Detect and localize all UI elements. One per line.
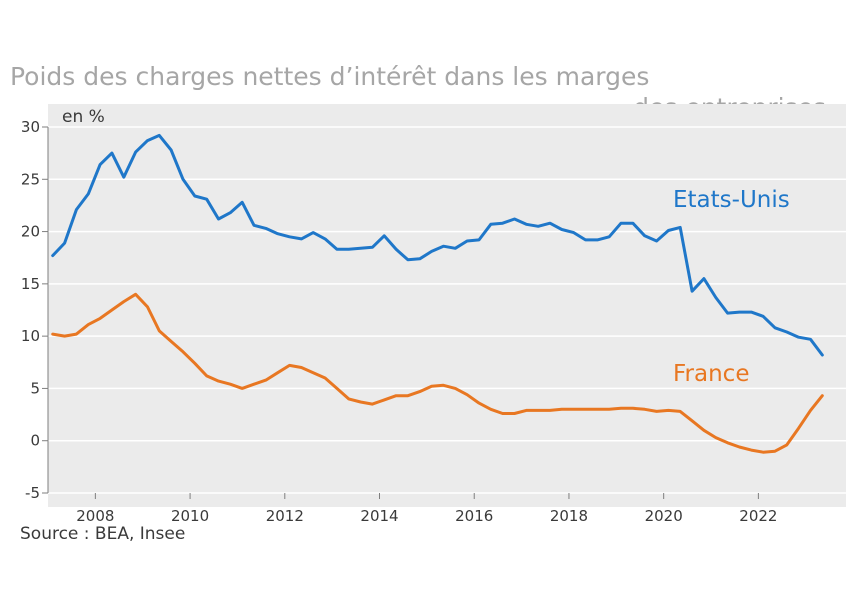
- chart-title-line-1: Poids des charges nettes d’intérêt dans …: [10, 62, 650, 91]
- series-line-france: [51, 292, 824, 454]
- x-tick-label: 2020: [645, 507, 683, 525]
- source-note: Source : BEA, Insee: [20, 524, 186, 544]
- y-tick-label: 0: [30, 432, 40, 450]
- y-axis-unit-label: en %: [62, 107, 105, 127]
- series-label-etats-unis: Etats-Unis: [673, 187, 790, 213]
- x-tick-label: 2008: [76, 507, 114, 525]
- y-axis-tick-labels: -5 0 5 10 15 20 25 30: [21, 118, 40, 502]
- y-tick-label: 5: [30, 379, 40, 397]
- series-lines: [51, 133, 824, 454]
- x-axis-ticks: 2008 2010 2012 2014 2016 2018 2020 2022: [76, 493, 777, 525]
- y-gridlines: [42, 126, 846, 494]
- series-line-etats-unis: [51, 133, 824, 357]
- y-tick-label: -5: [25, 484, 40, 502]
- y-tick-label: 25: [21, 170, 40, 188]
- series-label-france: France: [673, 361, 749, 387]
- x-tick-label: 2022: [739, 507, 777, 525]
- y-tick-label: 15: [21, 275, 40, 293]
- x-tick-label: 2014: [360, 507, 398, 525]
- x-tick-label: 2018: [550, 507, 588, 525]
- plot-area-background: [48, 104, 846, 507]
- x-tick-label: 2016: [455, 507, 493, 525]
- y-tick-label: 10: [21, 327, 40, 345]
- y-tick-label: 30: [21, 118, 40, 136]
- x-tick-label: 2010: [171, 507, 209, 525]
- x-tick-label: 2012: [266, 507, 304, 525]
- y-tick-label: 20: [21, 223, 40, 241]
